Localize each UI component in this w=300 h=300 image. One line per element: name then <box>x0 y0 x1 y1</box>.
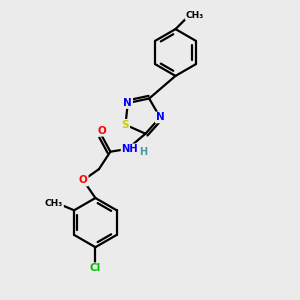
Text: N: N <box>156 112 164 122</box>
Text: H: H <box>139 147 147 157</box>
Text: O: O <box>98 126 106 136</box>
Text: CH₃: CH₃ <box>45 199 63 208</box>
Text: Cl: Cl <box>90 263 101 273</box>
Text: N: N <box>123 98 132 108</box>
Text: S: S <box>122 120 129 130</box>
Text: NH: NH <box>122 144 138 154</box>
Text: O: O <box>79 176 88 185</box>
Text: CH₃: CH₃ <box>186 11 204 20</box>
